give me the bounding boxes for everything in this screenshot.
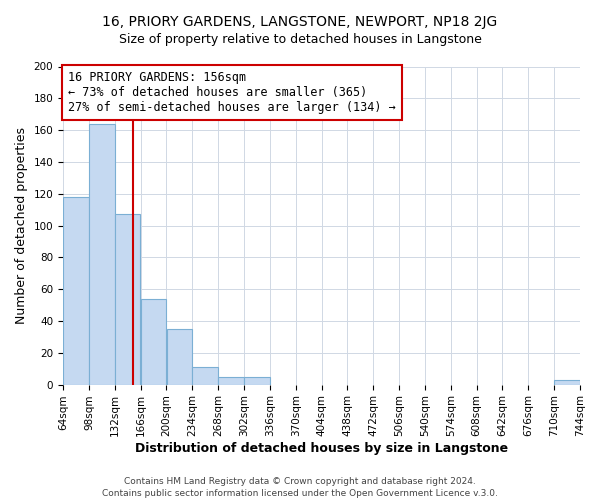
Bar <box>554 380 580 384</box>
Bar <box>193 367 218 384</box>
Text: 16, PRIORY GARDENS, LANGSTONE, NEWPORT, NP18 2JG: 16, PRIORY GARDENS, LANGSTONE, NEWPORT, … <box>103 15 497 29</box>
Bar <box>141 298 166 384</box>
Bar <box>167 329 192 384</box>
Bar <box>63 197 89 384</box>
Text: Size of property relative to detached houses in Langstone: Size of property relative to detached ho… <box>119 32 481 46</box>
Bar <box>218 376 244 384</box>
Text: Contains HM Land Registry data © Crown copyright and database right 2024.
Contai: Contains HM Land Registry data © Crown c… <box>102 476 498 498</box>
Text: 16 PRIORY GARDENS: 156sqm
← 73% of detached houses are smaller (365)
27% of semi: 16 PRIORY GARDENS: 156sqm ← 73% of detac… <box>68 72 396 114</box>
Bar <box>89 124 115 384</box>
Bar <box>115 214 140 384</box>
Bar <box>244 376 269 384</box>
Y-axis label: Number of detached properties: Number of detached properties <box>15 127 28 324</box>
X-axis label: Distribution of detached houses by size in Langstone: Distribution of detached houses by size … <box>135 442 508 455</box>
